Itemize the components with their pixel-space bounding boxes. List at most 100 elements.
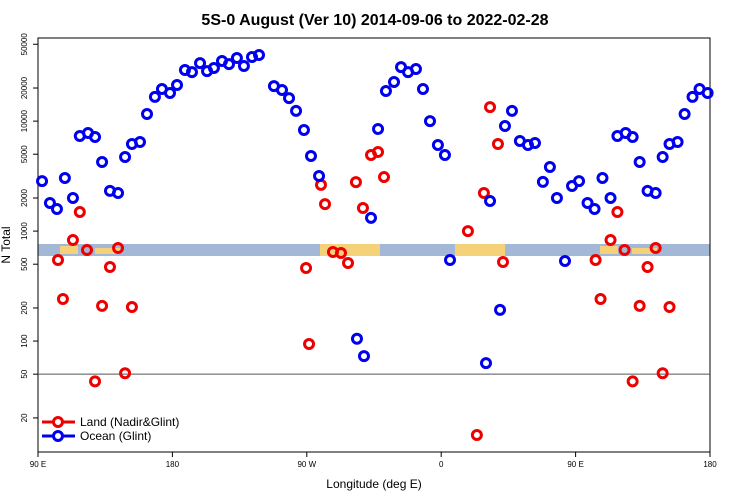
x-tick-label: 90 W xyxy=(297,460,316,469)
point xyxy=(573,175,586,188)
legend-marker xyxy=(52,430,64,442)
x-tick-label: 180 xyxy=(166,460,180,469)
point xyxy=(480,357,492,370)
legend-label: Ocean (Glint) xyxy=(80,429,151,443)
point xyxy=(491,137,504,150)
point xyxy=(416,82,429,95)
point xyxy=(112,241,125,254)
point xyxy=(103,260,116,273)
point xyxy=(125,301,138,314)
point xyxy=(604,233,617,246)
point xyxy=(388,75,401,88)
y-tick-label: 50 xyxy=(20,369,29,378)
point xyxy=(52,253,65,266)
point xyxy=(66,233,79,246)
point xyxy=(378,171,391,184)
point xyxy=(379,84,392,97)
point xyxy=(611,206,624,219)
y-tick-label: 200 xyxy=(20,301,29,315)
point xyxy=(505,104,518,117)
point xyxy=(550,191,563,204)
point xyxy=(230,51,243,64)
point xyxy=(444,253,457,266)
x-tick-label: 0 xyxy=(439,460,444,469)
point xyxy=(372,122,385,135)
point xyxy=(43,197,56,210)
legend-label: Land (Nadir&Glint) xyxy=(80,415,179,429)
point xyxy=(633,299,646,312)
point xyxy=(207,62,220,75)
point xyxy=(663,301,676,314)
point xyxy=(357,350,370,363)
point xyxy=(686,90,699,103)
point xyxy=(536,175,549,188)
point xyxy=(494,303,507,316)
point xyxy=(133,135,146,148)
point xyxy=(276,83,289,96)
point xyxy=(80,244,93,257)
point xyxy=(89,131,102,144)
point xyxy=(303,338,316,351)
point xyxy=(350,332,363,345)
point xyxy=(438,148,451,161)
point xyxy=(141,108,154,121)
point xyxy=(618,244,631,257)
point xyxy=(470,428,483,441)
x-axis-label: Longitude (deg E) xyxy=(326,477,421,491)
point xyxy=(356,202,369,215)
point xyxy=(253,49,266,62)
point xyxy=(678,108,691,121)
x-tick-label: 90 E xyxy=(30,460,46,469)
point xyxy=(649,187,662,200)
point xyxy=(497,255,510,268)
point xyxy=(112,187,125,200)
y-tick-label: 500 xyxy=(20,257,29,271)
point xyxy=(36,175,49,188)
y-tick-label: 100 xyxy=(20,334,29,348)
point xyxy=(222,58,235,71)
point xyxy=(319,198,332,211)
point xyxy=(73,206,86,219)
point xyxy=(119,150,132,163)
point xyxy=(594,293,607,306)
point xyxy=(313,169,326,182)
point xyxy=(119,367,132,380)
point xyxy=(409,62,422,75)
chart-title: 5S-0 August (Ver 10) 2014-09-06 to 2022-… xyxy=(201,12,548,29)
point xyxy=(589,253,602,266)
point xyxy=(89,375,102,388)
point xyxy=(56,293,69,306)
y-tick-label: 5000 xyxy=(20,145,29,163)
plot-frame xyxy=(37,37,711,453)
point xyxy=(194,57,207,70)
point xyxy=(148,90,161,103)
point xyxy=(185,66,198,79)
y-tick-label: 20 xyxy=(20,413,29,422)
x-tick-label: 180 xyxy=(703,460,717,469)
point xyxy=(297,124,310,137)
point xyxy=(633,155,646,168)
point xyxy=(656,367,669,380)
point xyxy=(641,260,654,273)
point xyxy=(477,187,490,200)
point xyxy=(656,150,669,163)
point xyxy=(424,115,436,128)
point xyxy=(283,92,296,105)
legend-marker xyxy=(52,416,64,428)
y-axis-label: N Total xyxy=(0,226,13,263)
point xyxy=(671,135,684,148)
point xyxy=(300,261,313,274)
y-tick-label: 50000 xyxy=(20,33,29,56)
point xyxy=(581,197,594,210)
point xyxy=(171,79,184,92)
point xyxy=(290,104,303,117)
point xyxy=(304,149,317,162)
point xyxy=(498,120,511,133)
y-tick-label: 10000 xyxy=(20,109,29,132)
point xyxy=(484,101,497,114)
point xyxy=(58,171,71,184)
point xyxy=(342,256,355,269)
y-tick-label: 2000 xyxy=(20,189,29,207)
y-tick-label: 1000 xyxy=(20,222,29,240)
